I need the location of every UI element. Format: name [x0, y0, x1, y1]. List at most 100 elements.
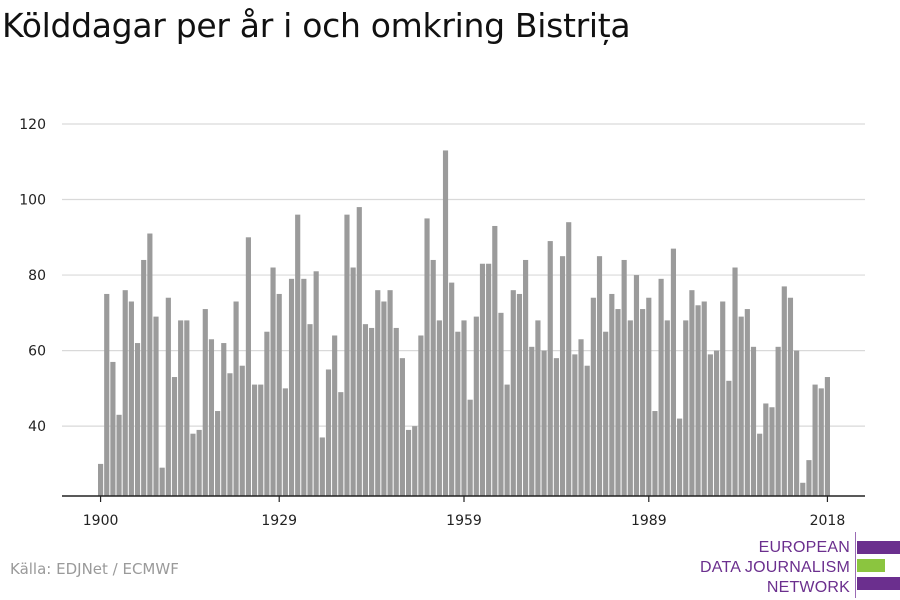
bar-1963 [486, 263, 492, 496]
bar-1949 [399, 358, 405, 496]
bar-1984 [615, 309, 621, 496]
bar-1947 [387, 290, 393, 496]
bar-1910 [159, 467, 165, 496]
y-tick-label: 60 [28, 344, 46, 360]
bar-1929 [276, 293, 282, 496]
bar-2011 [781, 286, 787, 496]
bar-1985 [621, 259, 627, 496]
bar-1923 [239, 365, 245, 496]
x-axis-ticks: 1900 1929 1959 1989 2018 [83, 496, 845, 529]
bar-1964 [492, 225, 498, 496]
bar-1958 [455, 331, 461, 496]
bar-1954 [430, 259, 436, 496]
bar-1981 [596, 256, 603, 496]
bar-1955 [436, 320, 442, 496]
x-tick-label: 1959 [446, 513, 482, 529]
bar-2006 [750, 346, 757, 496]
bar-2013 [794, 350, 800, 496]
y-tick-label: 100 [19, 193, 46, 209]
bar-1938 [332, 335, 338, 496]
logo-line-network: NETWORK [766, 579, 850, 596]
logo-line-european: EUROPEAN [758, 539, 850, 556]
bar-2015 [806, 460, 812, 496]
bar-1992 [664, 320, 670, 496]
bar-1909 [153, 316, 159, 496]
bar-1977 [572, 354, 578, 496]
bar-1935 [313, 271, 319, 496]
y-axis-ticks: 40 60 80 100 120 [19, 117, 46, 435]
bar-1986 [627, 320, 633, 496]
bar-1966 [504, 384, 510, 496]
bar-1902 [110, 361, 116, 496]
bar-2012 [787, 297, 794, 496]
bar-1920 [221, 343, 227, 496]
bar-1912 [171, 377, 178, 496]
x-tick-label: 1900 [83, 513, 119, 529]
bar-2016 [812, 384, 818, 496]
bar-2002 [726, 380, 732, 496]
bar-1946 [381, 301, 387, 496]
bar-1934 [307, 324, 313, 496]
bar-1922 [233, 301, 239, 496]
y-tick-label: 40 [28, 419, 46, 435]
edjnet-logo: EUROPEAN DATA JOURNALISM NETWORK [690, 532, 900, 598]
bar-1960 [467, 399, 473, 496]
bar-1914 [184, 320, 190, 496]
bar-1974 [553, 358, 559, 496]
bar-2017 [818, 388, 824, 496]
bar-1997 [695, 305, 701, 496]
bar-1965 [498, 312, 504, 496]
x-tick-label: 2018 [810, 513, 846, 529]
logo-line-data-journalism: DATA JOURNALISM [700, 559, 850, 576]
logo-bar-middle [857, 559, 885, 572]
bar-1942 [356, 207, 362, 496]
bar-1979 [584, 365, 590, 496]
bar-1983 [609, 293, 615, 496]
logo-divider [855, 532, 856, 598]
bar-1918 [208, 339, 215, 496]
bar-1976 [566, 222, 572, 496]
bar-1999 [707, 354, 713, 496]
bar-1900 [98, 463, 104, 496]
bar-1970 [529, 346, 535, 496]
bar-1989 [646, 297, 652, 496]
bar-1939 [338, 392, 344, 496]
bar-1919 [215, 411, 221, 496]
bar-2005 [744, 309, 750, 496]
bar-1908 [147, 233, 153, 496]
bar-1936 [319, 437, 325, 496]
bar-1913 [178, 320, 184, 496]
bar-2014 [800, 482, 806, 496]
bar-1996 [689, 290, 695, 496]
bar-1903 [116, 414, 122, 496]
source-note: Källa: EDJNet / ECMWF [10, 560, 179, 578]
bar-1927 [264, 331, 270, 496]
bar-1915 [190, 433, 196, 496]
bar-1994 [677, 418, 683, 496]
bar-1962 [479, 263, 486, 496]
bar-1959 [461, 320, 467, 496]
bar-2003 [732, 267, 738, 496]
bar-1906 [134, 343, 141, 496]
bar-1940 [344, 214, 350, 496]
bar-1968 [516, 293, 523, 496]
bar-1926 [258, 384, 264, 496]
bar-1928 [270, 267, 276, 496]
bar-2004 [738, 316, 744, 496]
x-tick-label: 1929 [261, 513, 297, 529]
bar-1907 [141, 259, 147, 496]
bar-1905 [128, 301, 134, 496]
bar-1932 [295, 214, 301, 496]
bar-1941 [350, 267, 356, 496]
bar-1969 [523, 259, 529, 496]
logo-text: EUROPEAN DATA JOURNALISM NETWORK [700, 538, 850, 598]
bar-1921 [227, 373, 233, 496]
bar-1961 [473, 316, 479, 496]
bar-1924 [245, 237, 251, 497]
bar-1987 [633, 275, 640, 496]
bar-1917 [202, 309, 208, 496]
bar-2000 [713, 350, 720, 496]
bar-1973 [547, 241, 553, 496]
y-tick-label: 120 [19, 117, 46, 133]
